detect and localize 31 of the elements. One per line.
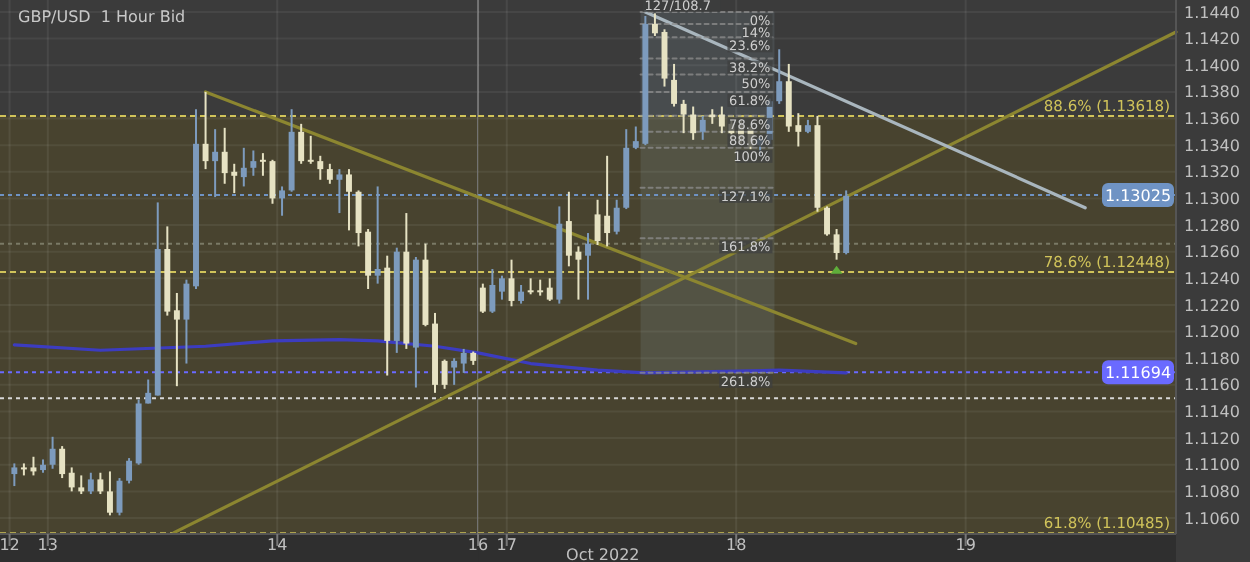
x-tick-label: 16: [467, 536, 489, 554]
y-tick-label: 1.1440: [1184, 3, 1240, 22]
y-tick-label: 1.1080: [1184, 482, 1240, 501]
y-tick-label: 1.1240: [1184, 269, 1240, 288]
y-tick-label: 1.1140: [1184, 403, 1240, 422]
y-tick-label: 1.1280: [1184, 216, 1240, 235]
y-tick-label: 1.1200: [1184, 323, 1240, 342]
x-tick-label: 14: [267, 536, 288, 554]
x-axis-title: Oct 2022: [566, 546, 640, 562]
y-tick-label: 1.1400: [1184, 56, 1240, 75]
y-tick-label: 1.1420: [1184, 30, 1240, 49]
y-tick-label: 1.1340: [1184, 136, 1240, 155]
text: GBP/USD 1 Hour Bid: [18, 8, 186, 26]
y-tick-label: 1.1220: [1184, 296, 1240, 315]
y-tick-label: 1.1180: [1184, 349, 1240, 368]
y-tick-label: 1.1160: [1184, 376, 1240, 395]
x-tick-label: 18: [726, 536, 747, 554]
y-tick-label: 1.1060: [1184, 509, 1240, 528]
y-tick-label: 1.1260: [1184, 243, 1240, 262]
y-tick-label: 1.1380: [1184, 83, 1240, 102]
ref-line-label: 1.11694: [1104, 363, 1172, 382]
x-tick-label: 13: [37, 536, 58, 554]
y-tick-label: 1.1360: [1184, 110, 1240, 129]
y-tick-label: 1.1100: [1184, 456, 1240, 475]
x-tick-label: 19: [955, 536, 976, 554]
x-tick-label: 12: [0, 536, 20, 554]
y-tick-label: 1.1320: [1184, 163, 1240, 182]
ref-line-label: 1.13025: [1104, 186, 1172, 205]
y-tick-label: 1.1300: [1184, 190, 1240, 209]
y-tick-label: 1.1120: [1184, 429, 1240, 448]
x-tick-label: 17: [496, 536, 517, 554]
